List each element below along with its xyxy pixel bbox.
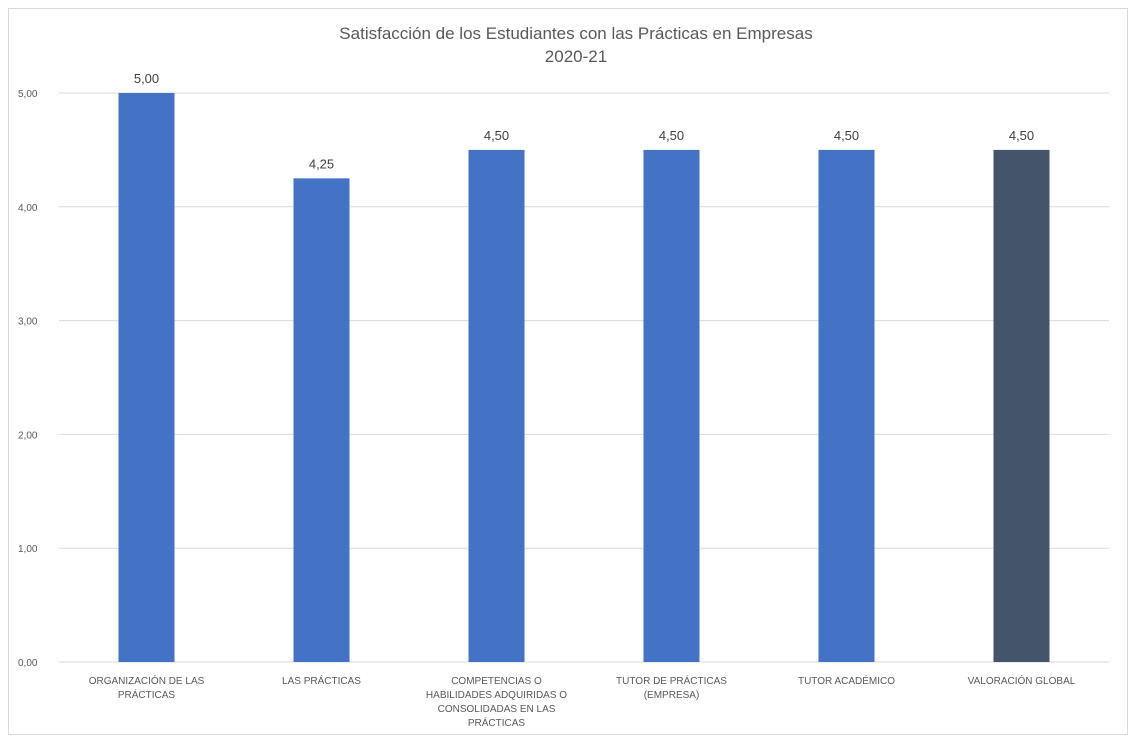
category-label: CONSOLIDADAS EN LAS	[438, 704, 556, 715]
chart-title-line: Satisfacción de los Estudiantes con las …	[339, 24, 812, 43]
data-label: 4,25	[309, 156, 334, 171]
bar	[818, 149, 875, 662]
category-label: PRÁCTICAS	[118, 688, 176, 701]
data-label: 4,50	[834, 128, 859, 143]
gridlines	[59, 92, 1109, 663]
bar	[293, 178, 350, 662]
data-label: 4,50	[659, 128, 684, 143]
bar	[643, 149, 700, 662]
chart-title: Satisfacción de los Estudiantes con las …	[339, 24, 812, 66]
bar	[468, 149, 525, 662]
data-label: 5,00	[134, 71, 159, 86]
chart-title-line: 2020-21	[545, 47, 607, 66]
bar-chart: Satisfacción de los Estudiantes con las …	[18, 24, 1109, 729]
category-label: ORGANIZACIÓN DE LAS	[89, 674, 205, 687]
bar	[118, 93, 175, 662]
y-tick-label: 2,00	[18, 430, 38, 441]
bar	[993, 149, 1050, 662]
y-tick-label: 4,00	[18, 203, 38, 214]
data-label: 4,50	[1009, 128, 1034, 143]
y-tick-label: 1,00	[18, 544, 38, 555]
y-tick-label: 3,00	[18, 317, 38, 328]
category-label: COMPETENCIAS O	[451, 676, 542, 687]
y-tick-label: 5,00	[18, 89, 38, 100]
category-label: PRÁCTICAS	[468, 716, 526, 729]
data-labels: 5,00 4,25 4,50 4,50 4,50 4,50	[134, 71, 1034, 171]
chart-frame: Satisfacción de los Estudiantes con las …	[8, 8, 1128, 735]
category-label: TUTOR DE PRÁCTICAS	[616, 674, 727, 687]
data-label: 4,50	[484, 128, 509, 143]
category-label: TUTOR ACADÉMICO	[798, 674, 895, 687]
category-label: HABILIDADES ADQUIRIDAS O	[426, 690, 567, 701]
bars	[118, 93, 1050, 662]
category-label: (EMPRESA)	[644, 690, 700, 701]
category-label: VALORACIÓN GLOBAL	[968, 674, 1076, 687]
category-label: LAS PRÁCTICAS	[282, 674, 361, 687]
y-axis-ticks: 0,00 1,00 2,00 3,00 4,00 5,00	[18, 89, 38, 669]
y-tick-label: 0,00	[18, 658, 38, 669]
